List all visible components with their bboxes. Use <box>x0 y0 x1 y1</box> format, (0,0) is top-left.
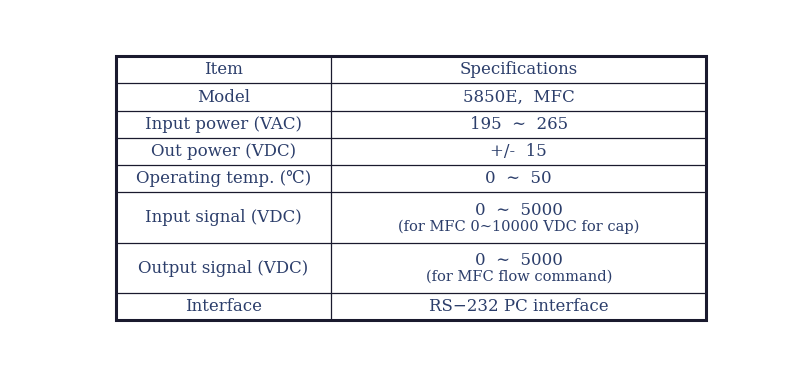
Text: Operating temp. (℃): Operating temp. (℃) <box>136 170 311 187</box>
Text: +/-  15: +/- 15 <box>490 143 547 160</box>
Text: Output signal (VDC): Output signal (VDC) <box>139 260 309 276</box>
Text: 0  ∼  5000: 0 ∼ 5000 <box>475 201 563 219</box>
Text: Out power (VDC): Out power (VDC) <box>151 143 296 160</box>
Text: 0  ∼  50: 0 ∼ 50 <box>485 170 552 187</box>
Text: Model: Model <box>197 89 250 106</box>
Text: Interface: Interface <box>185 298 262 315</box>
Text: (for MFC flow command): (for MFC flow command) <box>426 270 612 284</box>
Text: Input power (VAC): Input power (VAC) <box>145 116 302 133</box>
Text: 5850E,  MFC: 5850E, MFC <box>463 89 575 106</box>
Text: RS−232 PC interface: RS−232 PC interface <box>429 298 609 315</box>
Text: Item: Item <box>205 62 243 78</box>
Text: Input signal (VDC): Input signal (VDC) <box>145 209 302 226</box>
Text: Specifications: Specifications <box>460 62 578 78</box>
Text: 0  ∼  5000: 0 ∼ 5000 <box>475 252 563 269</box>
Text: 195  ∼  265: 195 ∼ 265 <box>470 116 568 133</box>
Text: (for MFC 0∼10000 VDC for cap): (for MFC 0∼10000 VDC for cap) <box>398 220 639 234</box>
